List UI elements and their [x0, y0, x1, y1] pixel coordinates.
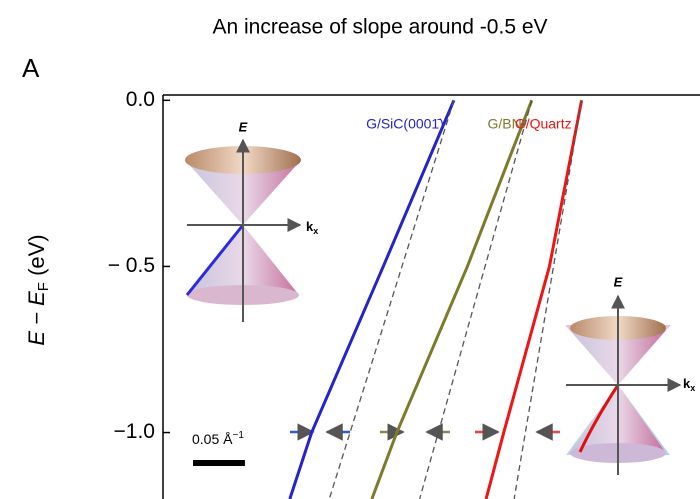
chart-title: An increase of slope around -0.5 eV	[212, 16, 547, 39]
y-tick-label: 0.0	[126, 88, 155, 111]
y-tick-label: −1.0	[114, 420, 155, 443]
y-axis-label: E − EF (eV)	[24, 234, 52, 345]
inset-k-sub: x	[313, 226, 318, 236]
scale-bar	[193, 460, 245, 466]
guide-line	[513, 100, 583, 499]
y-label-main: E − E	[24, 291, 49, 346]
panel-label: A	[22, 53, 40, 83]
y-label-unit: (eV)	[24, 234, 49, 282]
series-label: G/SiC(0001̄)	[366, 116, 444, 132]
inset-label: kx	[306, 219, 318, 236]
series-line	[288, 99, 456, 499]
inset-k: k	[306, 219, 314, 234]
inset-cone-1: E kx	[185, 119, 318, 322]
series-line	[484, 100, 584, 499]
inset-k: k	[683, 376, 691, 391]
series-label: G/Quartz	[515, 116, 572, 132]
inset-cone-2: E kx	[565, 274, 695, 475]
guide-line	[418, 100, 533, 499]
y-label-sub: F	[35, 282, 52, 291]
scale-bar-label: 0.05 Å−1	[192, 430, 244, 447]
y-tick-label: − 0.5	[108, 254, 155, 277]
series-label: G/BN	[488, 116, 522, 132]
inset-label: E	[614, 274, 623, 289]
series-line	[370, 99, 534, 499]
inset-label: kx	[683, 376, 695, 393]
scale-bar-text: 0.05 Å	[192, 431, 233, 447]
guide-line	[328, 100, 455, 499]
scale-bar-sup: −1	[232, 430, 244, 441]
inset-k-sub: x	[690, 383, 695, 393]
inset-label: E	[239, 119, 248, 134]
